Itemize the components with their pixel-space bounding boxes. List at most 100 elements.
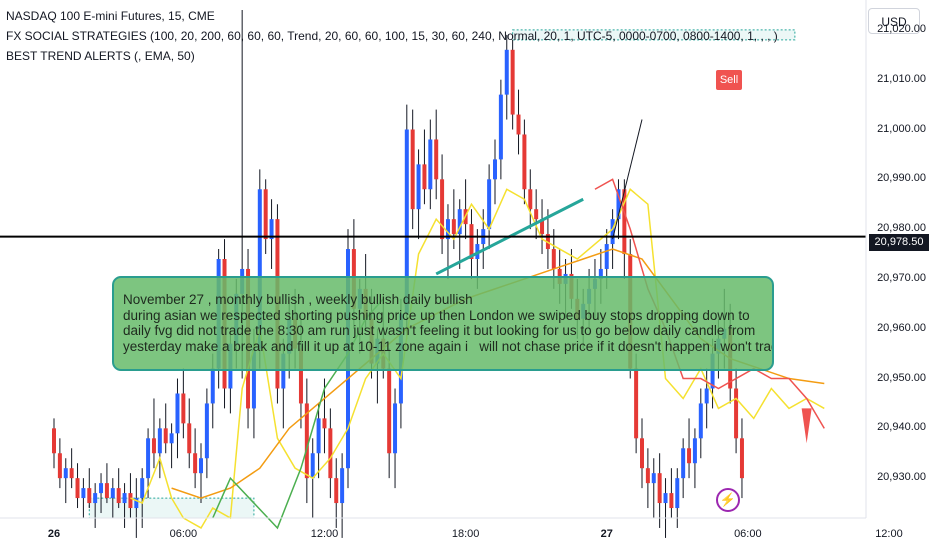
- candle-body: [598, 268, 603, 279]
- yellow-line: [130, 188, 825, 529]
- candle-body: [169, 433, 174, 444]
- price-tick-label: 20,950.00: [877, 371, 926, 384]
- candles: [52, 9, 744, 538]
- annotation-note[interactable]: November 27 , monthly bullish , weekly b…: [112, 276, 774, 371]
- price-tick-label: 20,990.00: [877, 172, 926, 185]
- candle-body: [698, 403, 703, 439]
- candle-body: [93, 493, 98, 504]
- candle-body: [687, 448, 692, 464]
- candle-body: [75, 478, 80, 499]
- candle-body: [157, 428, 162, 454]
- candle-body: [340, 468, 345, 504]
- price-tick-label: 21,000.00: [877, 122, 926, 135]
- supply-zone: [512, 29, 796, 41]
- candle-body: [434, 139, 439, 180]
- candle-body: [334, 478, 339, 504]
- candle-body: [210, 368, 215, 404]
- candle-body: [516, 114, 521, 135]
- price-tick-label: 21,020.00: [877, 22, 926, 35]
- candle-body: [263, 189, 268, 240]
- candle-body: [140, 478, 145, 499]
- projection-line: [612, 119, 643, 240]
- time-tick-label: 18:00: [451, 528, 480, 540]
- candle-body: [739, 438, 744, 479]
- candle-body: [657, 473, 662, 504]
- candle-body: [669, 493, 674, 509]
- candle-body: [175, 393, 180, 434]
- time-tick-label: 06:00: [734, 528, 762, 540]
- candle-body: [710, 353, 715, 389]
- candle-body: [551, 249, 556, 269]
- candle-body: [522, 134, 527, 190]
- candle-body: [504, 49, 509, 95]
- candle-body: [734, 388, 739, 439]
- red-line: [594, 178, 825, 429]
- lightning-icon[interactable]: ⚡: [716, 488, 740, 512]
- time-tick-label: 27: [600, 528, 613, 540]
- candle-body: [528, 189, 533, 210]
- candle-body: [57, 453, 62, 479]
- candle-body: [310, 453, 315, 479]
- candle-body: [387, 368, 392, 454]
- time-tick-label: 26: [47, 528, 61, 540]
- indicator-legend-2[interactable]: BEST TREND ALERTS (, EMA, 50): [6, 49, 195, 63]
- candle-body: [422, 164, 427, 190]
- time-tick-label: 12:00: [875, 528, 903, 540]
- candle-body: [81, 488, 86, 499]
- candle-body: [493, 159, 497, 180]
- candle-body: [404, 129, 409, 314]
- price-tick-label: 20,930.00: [877, 471, 926, 484]
- candle-body: [151, 438, 156, 454]
- candle-body: [269, 219, 274, 240]
- candle-body: [187, 423, 192, 454]
- last-price-label: 20,978.50: [869, 234, 929, 251]
- price-tick-label: 21,010.00: [877, 72, 926, 85]
- candle-body: [645, 468, 650, 484]
- candle-body: [540, 219, 545, 235]
- candle-body: [281, 353, 286, 389]
- candle-body: [416, 164, 421, 210]
- demand-zone: [88, 497, 255, 519]
- candle-body: [298, 348, 303, 404]
- candle-body: [328, 428, 333, 479]
- candle-body: [104, 483, 109, 499]
- candle-body: [692, 438, 697, 464]
- candle-body: [257, 189, 262, 349]
- candle-body: [704, 388, 709, 404]
- candle-body: [604, 244, 609, 269]
- candle-body: [128, 493, 133, 509]
- candle-body: [99, 483, 104, 494]
- indicator-legend-1[interactable]: FX SOCIAL STRATEGIES (100, 20, 200, 60, …: [6, 29, 778, 43]
- candle-body: [193, 453, 198, 474]
- candle-body: [204, 403, 209, 459]
- sell-signal-tag[interactable]: Sell: [716, 70, 742, 90]
- candle-body: [510, 49, 515, 115]
- candle-body: [304, 403, 309, 479]
- candle-body: [134, 498, 139, 509]
- candle-body: [116, 488, 121, 504]
- currency-selector[interactable]: USD: [868, 8, 920, 34]
- candle-body: [681, 448, 686, 479]
- time-tick-label: 06:00: [169, 528, 198, 540]
- candle-body: [69, 468, 74, 479]
- candle-body: [163, 428, 168, 444]
- candle-body: [640, 438, 644, 469]
- candle-body: [451, 219, 456, 235]
- price-tick-label: 20,970.00: [877, 271, 926, 284]
- candle-body: [610, 219, 615, 245]
- price-tick-label: 20,940.00: [877, 421, 926, 434]
- candle-body: [663, 493, 668, 504]
- candle-body: [675, 478, 680, 509]
- candle-body: [251, 348, 256, 409]
- candle-body: [110, 488, 115, 499]
- candle-body: [634, 368, 639, 439]
- candle-body: [410, 129, 415, 210]
- candle-body: [393, 403, 398, 454]
- candle-body: [440, 179, 445, 240]
- candle-body: [616, 189, 621, 220]
- candle-body: [122, 493, 127, 504]
- time-tick-label: 12:00: [310, 528, 339, 540]
- candle-body: [181, 393, 186, 424]
- candle-body: [651, 473, 656, 484]
